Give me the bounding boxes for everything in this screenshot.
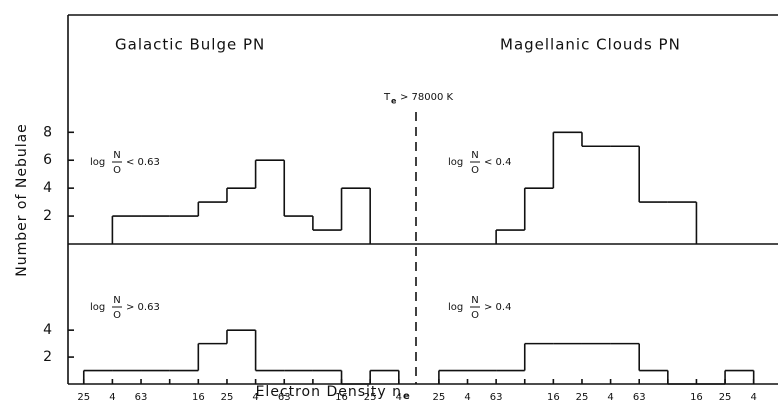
x-tick-label: 16 (690, 392, 703, 401)
note-cond: > 0.63 (126, 302, 160, 313)
y-tick-label: 8 (43, 124, 52, 140)
annotation-sub: e (391, 97, 397, 106)
x-axis-label: Electron Density n (256, 384, 402, 400)
x-tick-label: 4 (252, 392, 258, 401)
note-num: N (471, 150, 478, 161)
x-tick-label: 4 (750, 392, 756, 401)
x-tick-label: 16 (192, 392, 205, 401)
note-cond: < 0.4 (484, 157, 511, 168)
annotation-text: > 78000 K (400, 92, 454, 103)
note-den: O (113, 310, 121, 321)
annotation-symbol: T (383, 92, 391, 103)
note-num: N (471, 295, 478, 306)
x-tick-label: 4 (396, 392, 402, 401)
note-cond: < 0.63 (126, 157, 160, 168)
y-tick-label: 2 (43, 349, 52, 365)
y-tick-label: 4 (43, 322, 52, 338)
x-tick-label: 25 (221, 392, 234, 401)
x-tick-label: 25 (364, 392, 377, 401)
note-den: O (471, 165, 479, 176)
note-log: log (90, 157, 105, 168)
x-tick-label: 25 (576, 392, 589, 401)
panel-title: Magellanic Clouds PN (500, 36, 681, 54)
note-log: log (448, 157, 463, 168)
note-log: log (448, 302, 463, 313)
note-cond: > 0.4 (484, 302, 511, 313)
x-tick-label: 4 (464, 392, 470, 401)
note-den: O (113, 165, 121, 176)
y-tick-label: 6 (43, 152, 52, 168)
x-tick-label: 63 (490, 392, 503, 401)
y-tick-label: 4 (43, 180, 52, 196)
x-axis-label-sub: e (403, 391, 410, 401)
panel-title: Galactic Bulge PN (115, 36, 265, 54)
x-tick-label: 25 (433, 392, 446, 401)
x-tick-label: 63 (278, 392, 291, 401)
x-tick-label: 25 (719, 392, 732, 401)
x-tick-label: 16 (335, 392, 348, 401)
note-num: N (113, 150, 120, 161)
x-tick-label: 16 (547, 392, 560, 401)
x-tick-label: 25 (77, 392, 90, 401)
y-tick-label: 2 (43, 208, 52, 224)
note-den: O (471, 310, 479, 321)
x-tick-label: 4 (607, 392, 613, 401)
x-tick-label: 4 (109, 392, 115, 401)
note-num: N (113, 295, 120, 306)
x-tick-label: 63 (633, 392, 646, 401)
note-log: log (90, 302, 105, 313)
x-tick-label: 63 (135, 392, 148, 401)
y-axis-label: Number of Nebulae (14, 123, 30, 277)
